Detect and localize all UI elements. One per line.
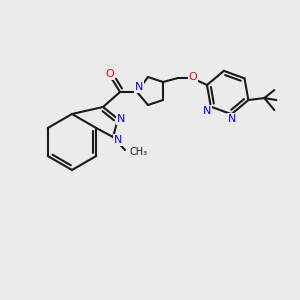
Text: N: N bbox=[135, 82, 143, 92]
Text: O: O bbox=[106, 69, 114, 79]
Text: N: N bbox=[135, 82, 143, 92]
Text: CH₃: CH₃ bbox=[130, 147, 148, 157]
Text: N: N bbox=[202, 106, 211, 116]
Text: N: N bbox=[114, 135, 122, 145]
Text: N: N bbox=[228, 114, 237, 124]
Text: N: N bbox=[202, 106, 211, 116]
Text: N: N bbox=[117, 114, 125, 124]
Text: N: N bbox=[117, 114, 125, 124]
Text: N: N bbox=[228, 114, 237, 124]
Text: O: O bbox=[189, 72, 197, 82]
Text: N: N bbox=[114, 135, 122, 145]
Text: O: O bbox=[106, 69, 114, 79]
Text: O: O bbox=[189, 72, 197, 82]
Text: CH₃: CH₃ bbox=[130, 147, 148, 157]
